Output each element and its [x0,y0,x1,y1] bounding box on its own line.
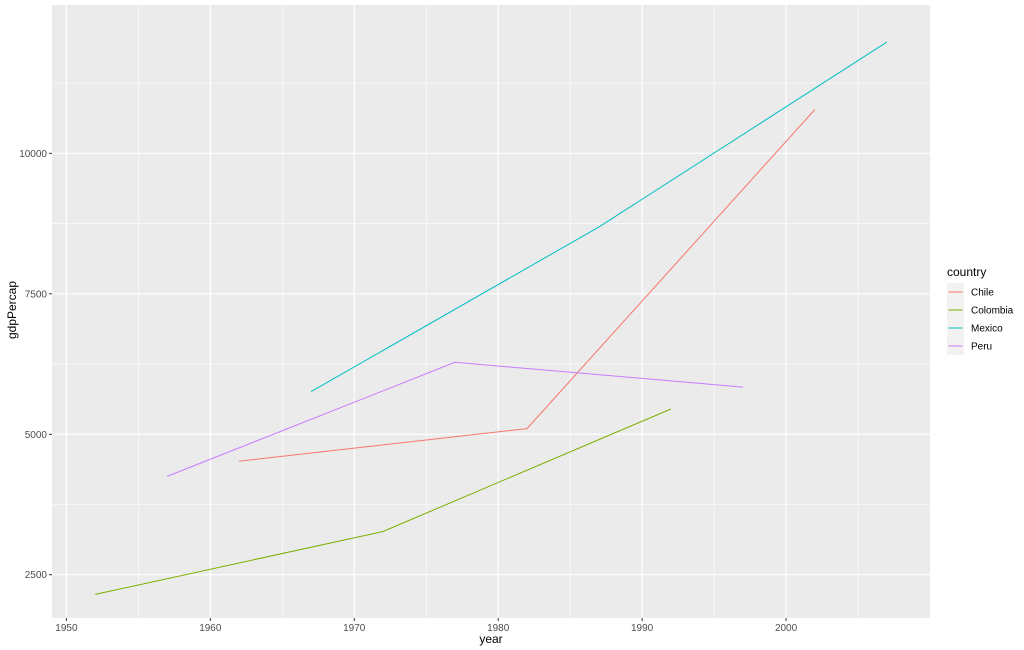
series-line-colombia [95,408,672,595]
data-lines [95,41,888,595]
minor-gridlines [52,5,930,618]
panel-background [52,5,930,618]
series-line-chile [239,109,816,462]
y-axis-title: gdpPercap [5,281,19,339]
legend-label-mexico: Mexico [971,324,1003,335]
legend-label-colombia: Colombia [971,306,1014,317]
legend: country Chile Colombia Mexico Peru [947,265,1014,355]
x-tick-label: 1990 [631,623,654,634]
y-tick-label: 7500 [25,289,48,300]
x-tick-label: 1970 [343,623,366,634]
legend-label-peru: Peru [971,342,992,353]
x-tick-label: 2000 [775,623,798,634]
y-tick-label: 2500 [25,570,48,581]
x-axis-title: year [479,632,502,646]
x-tick-label: 1980 [487,623,510,634]
series-line-peru [166,361,743,477]
y-axis: 2500 5000 7500 10000 [19,149,52,581]
y-tick-label: 5000 [25,430,48,441]
legend-title: country [947,265,986,279]
y-tick-label: 10000 [19,149,47,160]
series-line-mexico [310,41,888,393]
x-axis: 1950 1960 1970 1980 1990 2000 [55,618,798,634]
major-gridlines [52,5,930,618]
x-tick-label: 1950 [55,623,78,634]
x-tick-label: 1960 [199,623,222,634]
legend-label-chile: Chile [971,288,994,299]
